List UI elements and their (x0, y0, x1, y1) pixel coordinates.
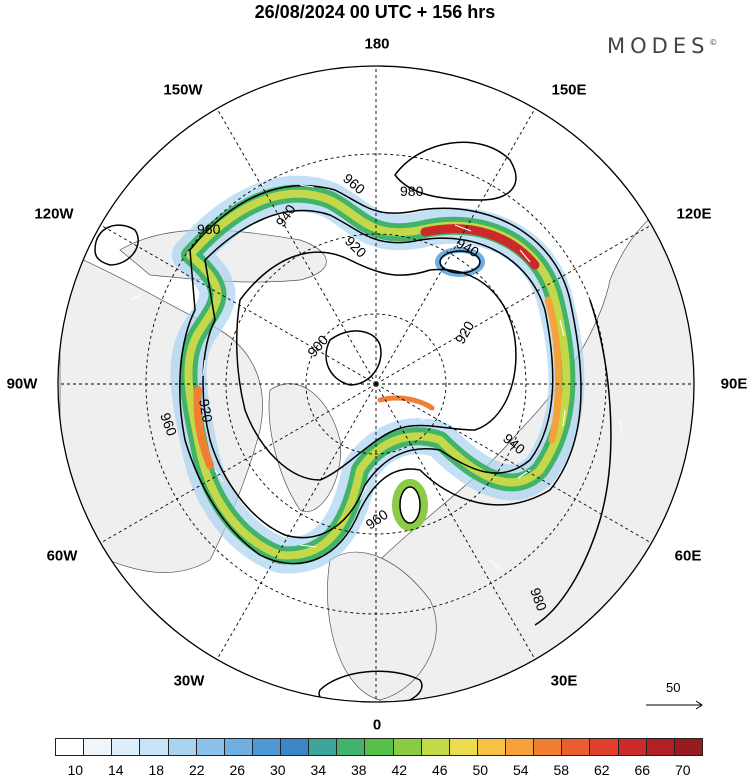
lon-label-30w: 30W (173, 672, 205, 690)
lon-label-150e: 150E (551, 81, 587, 99)
colorbar-label: 22 (188, 762, 205, 778)
lon-label-150w: 150W (163, 81, 203, 99)
colorbar-label: 14 (107, 762, 124, 778)
meridian-line (375, 224, 652, 385)
colorbar-cell (590, 739, 619, 755)
meridian-line (216, 108, 377, 385)
contour-label: 960 (197, 221, 221, 237)
colorbar-cell (449, 739, 478, 755)
lon-label-90e: 90E (720, 375, 748, 393)
colorbar-cell (84, 739, 113, 755)
jet-max-pacific (420, 224, 540, 270)
colorbar-cell (534, 739, 563, 755)
colorbar-label: 54 (512, 762, 529, 778)
colorbar (55, 738, 703, 756)
colorbar-label: 30 (269, 762, 286, 778)
jet-band-core (184, 189, 571, 560)
colorbar-label: 42 (391, 762, 408, 778)
contour-960 (179, 184, 582, 565)
lon-label-60w: 60W (46, 547, 78, 565)
meridian-line (100, 383, 377, 544)
colorbar-label: 50 (472, 762, 489, 778)
colorbar-cell (365, 739, 394, 755)
colorbar-cell (281, 739, 310, 755)
meridians (58, 66, 694, 702)
pacific-low-ring (435, 247, 485, 277)
colorbar-label: 58 (553, 762, 570, 778)
contour-label: 980 (400, 183, 424, 199)
contour-high-atlantic (318, 670, 423, 702)
colorbar-cell (646, 739, 675, 755)
wind-arrows (129, 180, 623, 571)
colorbar-cell (562, 739, 591, 755)
meridian-line (216, 383, 377, 660)
colorbar-cell (477, 739, 506, 755)
jet-max-asia (544, 296, 562, 444)
lon-label-0: 0 (372, 716, 382, 734)
colorbar-cell (337, 739, 366, 755)
colorbar-cell (393, 739, 422, 755)
colorbar-label: 18 (148, 762, 165, 778)
wind-patch-a (377, 395, 435, 411)
lon-label-30e: 30E (550, 672, 578, 690)
map-title: 26/08/2024 00 UTC + 156 hrs (254, 2, 496, 22)
brand-logo: MODES© (607, 34, 718, 58)
colorbar-cell (618, 739, 647, 755)
colorbar-cell (56, 739, 85, 755)
colorbar-label: 46 (431, 762, 448, 778)
colorbar-label: 62 (593, 762, 610, 778)
contour-cutoff-low (399, 486, 421, 524)
colorbar-cell (196, 739, 225, 755)
colorbar-cell (309, 739, 338, 755)
contour-940 (202, 209, 554, 539)
colorbar-cell (168, 739, 197, 755)
contour-980-east (534, 299, 612, 626)
lon-label-120e: 120E (676, 205, 712, 223)
cutoff-low-ring (392, 479, 428, 531)
lon-label-120w: 120W (34, 205, 74, 223)
jet-max-atlantic (193, 386, 214, 469)
colorbar-cell (224, 739, 253, 755)
contour-label: 960 (157, 411, 180, 439)
colorbar-labels: 10 14 18 22 26 30 34 38 42 46 50 54 58 62 66 70 (55, 762, 703, 780)
colorbar-cell (421, 739, 450, 755)
reference-arrow-icon (646, 700, 703, 710)
colorbar-cell (674, 739, 702, 755)
meridian-line (100, 224, 377, 385)
lon-label-60e: 60E (674, 547, 702, 565)
colorbar-label: 70 (674, 762, 691, 778)
contour-pacific-low (439, 250, 481, 274)
contour-label: 980 (527, 586, 550, 614)
contour-920 (236, 251, 517, 481)
colorbar-cell (140, 739, 169, 755)
lon-label-90w: 90W (6, 375, 38, 393)
contour-980-north (394, 141, 517, 201)
lon-label-180: 180 (364, 35, 390, 53)
height-contours (94, 141, 612, 702)
map-border (57, 65, 695, 703)
colorbar-label: 26 (229, 762, 246, 778)
colorbar-label: 34 (310, 762, 327, 778)
meridian-line (375, 108, 536, 385)
contour-high-pacific (94, 224, 139, 266)
wind-shading (170, 175, 585, 574)
colorbar-label: 10 (67, 762, 84, 778)
contour-900 (325, 330, 382, 386)
reference-vector-value: 50 (666, 680, 681, 695)
colorbar-cell (506, 739, 535, 755)
colorbar-cell (112, 739, 141, 755)
colorbar-cell (252, 739, 281, 755)
europe-land (327, 551, 437, 701)
reference-vector: 50 (644, 680, 708, 720)
contour-label: 920 (196, 398, 216, 424)
colorbar-label: 38 (350, 762, 367, 778)
meridian-line (375, 383, 652, 544)
latitude-circle-85 (305, 313, 447, 455)
meridian-line (375, 383, 536, 660)
colorbar-label: 66 (634, 762, 651, 778)
